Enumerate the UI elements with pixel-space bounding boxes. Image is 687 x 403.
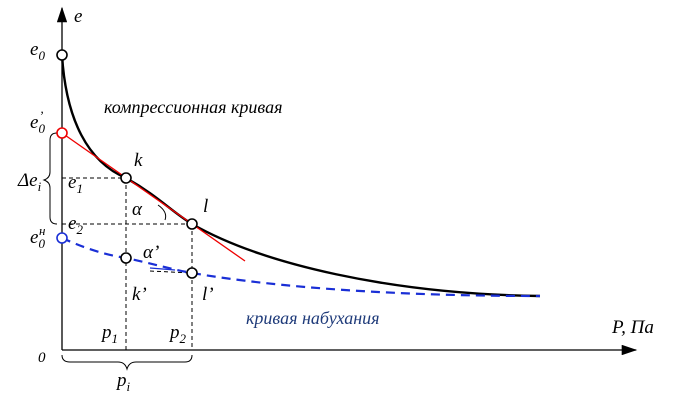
brace — [42, 132, 58, 225]
tangent-line — [61, 132, 246, 262]
brace — [61, 354, 193, 371]
points — [56, 49, 198, 279]
label: p2 — [168, 322, 187, 346]
label-base: Δe — [17, 170, 38, 191]
label: k’ — [132, 284, 147, 305]
label-base: α — [132, 199, 143, 220]
label-base: l’ — [202, 284, 214, 305]
x-axis-label: P, Па — [611, 317, 654, 338]
label-sub: 0 — [38, 236, 45, 251]
label-sup: н — [39, 223, 45, 238]
label-base: α’ — [143, 242, 159, 263]
label: p1 — [100, 322, 118, 346]
label-base: e — [30, 39, 38, 60]
label: e0’ — [30, 108, 45, 136]
label: e1 — [68, 172, 83, 196]
angle-mark — [149, 267, 176, 271]
label-sub: 0 — [38, 121, 45, 136]
label-sub: 0 — [38, 48, 45, 63]
label-sub: i — [38, 179, 42, 194]
origin-label: 0 — [38, 350, 46, 366]
label-base: k — [134, 150, 143, 171]
label: α — [132, 199, 143, 220]
angle-arc — [157, 204, 167, 221]
label-sub: 1 — [76, 181, 83, 196]
guides — [62, 177, 193, 350]
label-sub: i — [127, 379, 131, 394]
label-sup: ’ — [39, 108, 43, 123]
label-base: e — [68, 172, 76, 193]
label-base: p — [115, 370, 127, 391]
label: pi — [115, 370, 131, 394]
label-sub: 2 — [76, 222, 83, 237]
label-base: e — [68, 213, 76, 234]
curve-label: компрессионная кривая — [104, 97, 282, 117]
label: k — [134, 150, 143, 171]
label-base: e — [30, 227, 38, 248]
label: e0н — [30, 223, 45, 251]
label-base: p — [100, 322, 112, 343]
label: e2 — [68, 213, 83, 237]
label-sub: 2 — [180, 331, 187, 346]
label: e0 — [30, 39, 45, 63]
label: l — [203, 196, 208, 217]
label: l’ — [202, 284, 214, 305]
y-axis-label: e — [74, 6, 82, 27]
label: Δei — [17, 170, 42, 194]
label-base: e — [30, 112, 38, 133]
curve-label: кривая набухания — [246, 308, 380, 328]
label-base: k’ — [132, 284, 147, 305]
label-base: l — [203, 196, 208, 217]
label-sub: 1 — [112, 331, 119, 346]
label: α’ — [143, 242, 159, 263]
label-base: p — [168, 322, 180, 343]
